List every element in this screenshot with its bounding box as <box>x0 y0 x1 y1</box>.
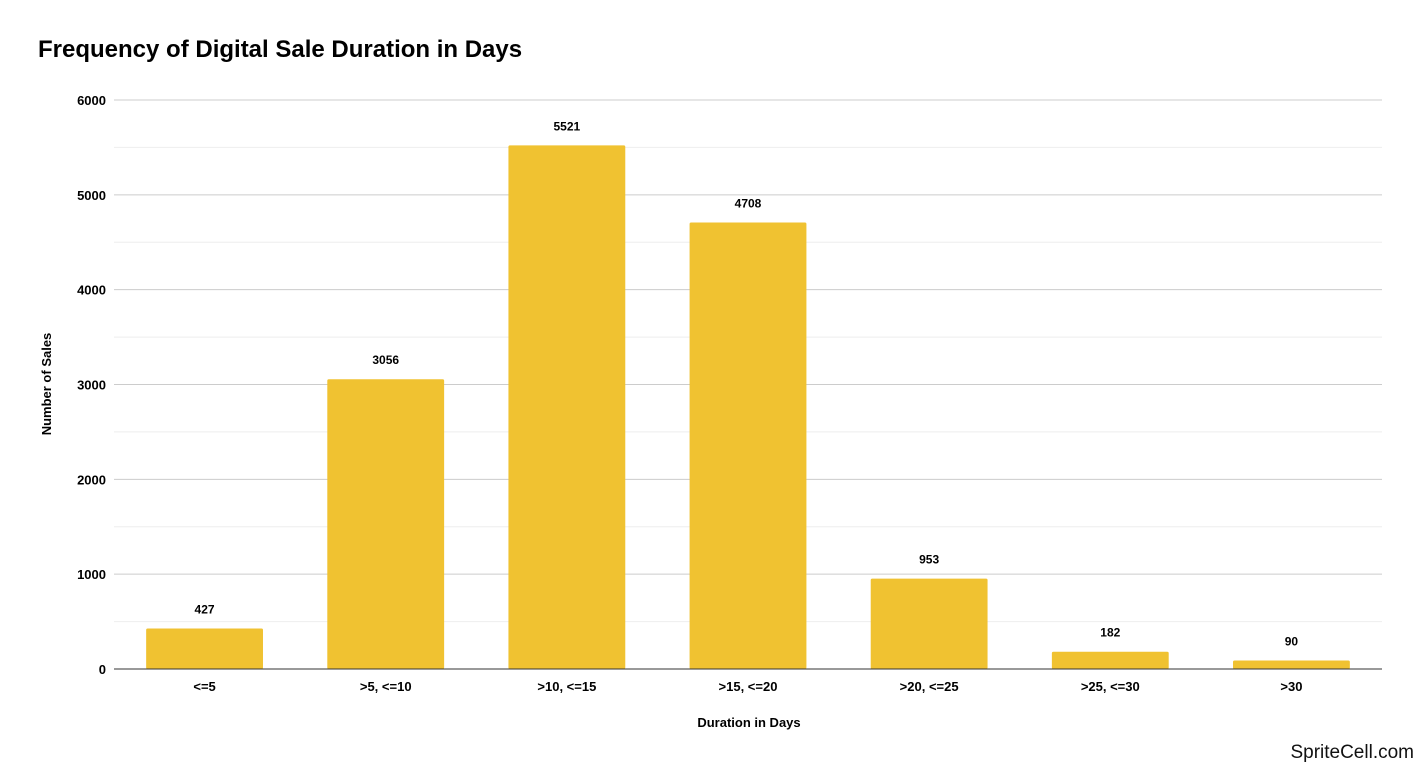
data-label: 4708 <box>735 197 762 211</box>
y-tick-label: 6000 <box>77 93 106 108</box>
data-label: 90 <box>1285 634 1299 648</box>
x-tick-label: >30 <box>1280 679 1302 694</box>
x-axis-ticks: <=5 >5, <=10 >10, <=15 >15, <=20 >20, <=25 >2… <box>193 679 1302 694</box>
x-tick-label: >20, <=25 <box>900 679 959 694</box>
x-tick-label: >15, <=20 <box>719 679 778 694</box>
x-tick-label: >10, <=15 <box>537 679 596 694</box>
x-tick-label: >25, <=30 <box>1081 679 1140 694</box>
y-axis-title: Number of Sales <box>39 333 54 436</box>
bar <box>508 145 626 669</box>
bar <box>1051 651 1169 669</box>
bar <box>870 578 988 669</box>
x-tick-label: >5, <=10 <box>360 679 412 694</box>
y-axis-ticks: 0 1000 2000 3000 4000 5000 6000 <box>77 93 106 677</box>
y-tick-label: 4000 <box>77 283 106 298</box>
data-label: 3056 <box>372 353 399 367</box>
y-tick-label: 5000 <box>77 188 106 203</box>
bar <box>1233 660 1350 669</box>
bars: 427 3056 5521 4708 953 182 90 <box>146 119 1350 670</box>
x-tick-label: <=5 <box>193 679 215 694</box>
bar <box>327 379 445 669</box>
data-label: 427 <box>195 603 215 617</box>
data-label: 953 <box>919 553 939 567</box>
chart-title: Frequency of Digital Sale Duration in Da… <box>38 36 523 63</box>
watermark: SpriteCell.com <box>1290 742 1414 763</box>
data-label: 182 <box>1100 626 1120 640</box>
bar <box>689 222 807 670</box>
bar <box>146 628 263 669</box>
data-label: 5521 <box>554 119 581 133</box>
y-tick-label: 3000 <box>77 378 106 393</box>
x-axis-title: Duration in Days <box>697 715 800 730</box>
y-tick-label: 0 <box>99 662 106 677</box>
y-tick-label: 1000 <box>77 567 106 582</box>
y-tick-label: 2000 <box>77 472 106 487</box>
